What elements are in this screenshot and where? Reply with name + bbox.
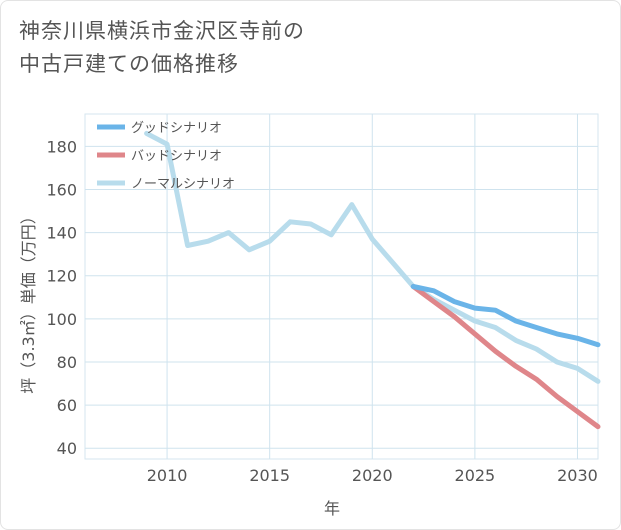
x-tick-label: 2015 [249, 466, 290, 485]
y-tick-label: 180 [46, 137, 77, 156]
chart-title-line1: 神奈川県横浜市金沢区寺前の [19, 19, 305, 43]
y-tick-label: 40 [57, 439, 77, 458]
y-tick-label: 60 [57, 396, 77, 415]
y-tick-label: 80 [57, 353, 77, 372]
x-tick-label: 2030 [557, 466, 598, 485]
y-tick-label: 120 [46, 267, 77, 286]
legend-label-bad: バッドシナリオ [131, 149, 222, 164]
legend-label-good: グッドシナリオ [131, 121, 222, 136]
x-axis-label: 年 [324, 499, 340, 518]
legend-label-normal: ノーマルシナリオ [131, 177, 235, 192]
plot-area-border [84, 113, 599, 460]
y-axis-label: 坪（3.3㎡）単価（万円） [19, 208, 38, 393]
chart-title: 神奈川県横浜市金沢区寺前の 中古戸建ての価格推移 [19, 15, 579, 81]
x-tick-label: 2020 [352, 466, 393, 485]
grid-lines [84, 113, 599, 460]
y-tick-label: 100 [46, 310, 77, 329]
series-line-good [410, 284, 601, 348]
axes: 2010 2015 2020 2025 2030 40 60 80 100 120 140 160 18… [46, 137, 597, 485]
chart-title-line2: 中古戸建ての価格推移 [19, 52, 239, 76]
y-tick-label: 160 [46, 180, 77, 199]
series-line-normal [144, 130, 601, 384]
series-layer [144, 130, 601, 430]
x-tick-label: 2025 [455, 466, 496, 485]
y-tick-label: 140 [46, 224, 77, 243]
x-tick-label: 2010 [147, 466, 188, 485]
series-line-bad [410, 284, 601, 430]
